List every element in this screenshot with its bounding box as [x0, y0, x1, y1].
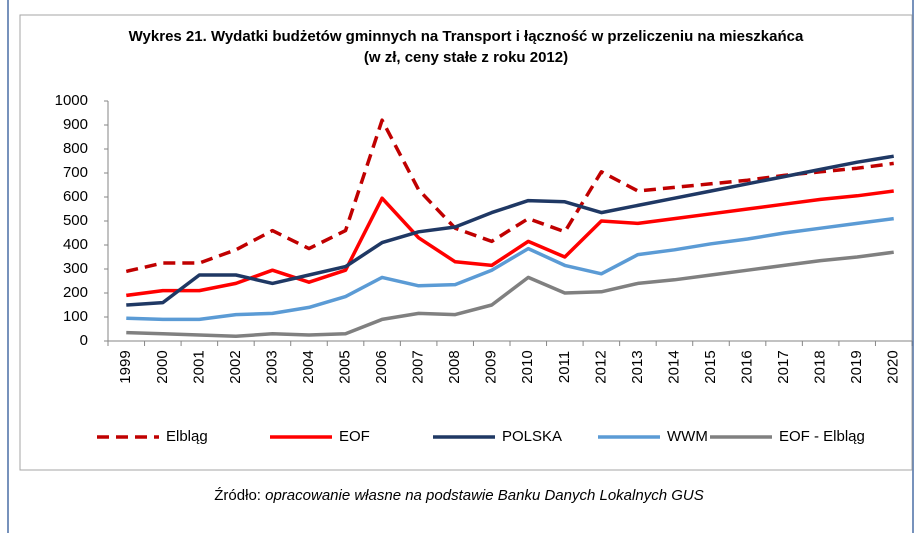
x-tick-label: 2006 [373, 350, 390, 383]
x-tick-label: 2011 [556, 351, 573, 383]
legend-label: Elbląg [166, 428, 208, 445]
x-tick-label: 2002 [227, 350, 244, 383]
chart-box [19, 14, 913, 471]
x-tick-label: 2020 [885, 350, 902, 383]
y-tick-label: 100 [63, 308, 88, 325]
legend-label: POLSKA [502, 428, 562, 445]
y-tick-label: 800 [63, 140, 88, 157]
x-tick-label: 2010 [519, 350, 536, 383]
y-tick-label: 600 [63, 188, 88, 205]
series-line [126, 189, 894, 298]
legend-label: WWM [667, 428, 708, 445]
y-tick-label: 200 [63, 284, 88, 301]
source-note: Źródło: opracowanie własne na podstawie … [214, 487, 703, 504]
x-tick-label: 2017 [775, 350, 792, 383]
x-tick-label: 1999 [117, 350, 134, 383]
legend-label: EOF [339, 428, 370, 445]
series-line [125, 118, 894, 274]
x-tick-label: 2003 [263, 350, 280, 383]
x-tick-label: 2000 [154, 350, 171, 383]
x-tick-label: 2007 [410, 350, 427, 383]
source-label: Źródło: [214, 487, 261, 504]
series-line [126, 250, 894, 338]
y-tick-label: 300 [63, 260, 88, 277]
y-tick-label: 500 [63, 212, 88, 229]
x-tick-label: 2001 [190, 350, 207, 383]
x-tick-label: 2018 [812, 350, 829, 383]
x-tick-label: 2005 [337, 350, 354, 383]
x-tick-label: 2016 [739, 350, 756, 383]
series-line [126, 216, 894, 322]
x-tick-label: 2013 [629, 350, 646, 383]
y-tick-label: 0 [80, 332, 88, 349]
y-tick-label: 900 [63, 116, 88, 133]
x-tick-label: 2019 [848, 350, 865, 383]
chart-subtitle: (w zł, ceny stałe z roku 2012) [364, 49, 568, 66]
x-tick-label: 2012 [592, 350, 609, 383]
chart-title: Wykres 21. Wydatki budżetów gminnych na … [129, 28, 804, 45]
x-tick-label: 2015 [702, 350, 719, 383]
legend-label: EOF - Elbląg [779, 428, 865, 445]
x-tick-label: 2014 [665, 350, 682, 383]
y-tick-label: 1000 [55, 92, 88, 109]
y-tick-label: 700 [63, 164, 88, 181]
x-tick-label: 2004 [300, 350, 317, 383]
x-tick-label: 2009 [483, 350, 500, 383]
y-tick-label: 400 [63, 236, 88, 253]
source-text: opracowanie własne na podstawie Banku Da… [265, 487, 704, 504]
series-line [126, 154, 895, 307]
x-tick-label: 2008 [446, 350, 463, 383]
